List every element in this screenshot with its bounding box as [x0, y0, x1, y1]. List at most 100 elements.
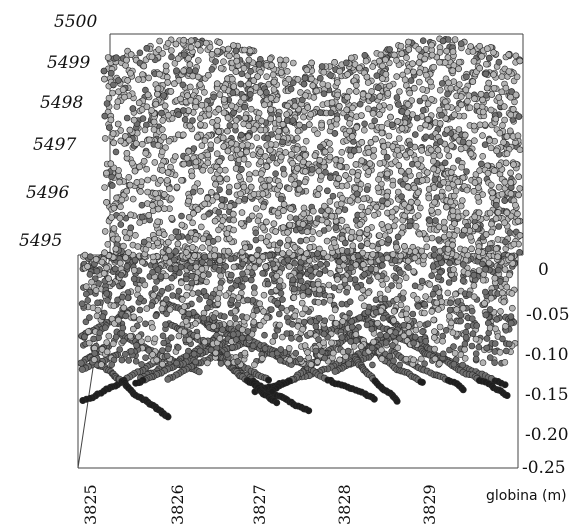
scatter-point [112, 148, 120, 156]
scatter-point [473, 322, 481, 329]
scatter-point [103, 290, 110, 297]
scatter-point [272, 170, 279, 177]
scatter-point [168, 47, 175, 54]
scatter-point [327, 269, 334, 277]
scatter-point [500, 103, 508, 110]
scatter-point [293, 134, 301, 142]
scatter-point [397, 42, 405, 50]
scatter-point [395, 282, 403, 290]
scatter-point [120, 304, 128, 312]
scatter-point [479, 260, 486, 268]
scatter-point [370, 338, 377, 346]
scatter-point [231, 307, 239, 315]
scatter-point [104, 297, 111, 304]
scatter-point [466, 104, 474, 111]
scatter-point [507, 319, 515, 327]
scatter-point [123, 114, 131, 122]
scatter-point [368, 344, 376, 352]
scatter-point [93, 312, 101, 320]
scatter-point [428, 234, 436, 242]
scatter-point [247, 105, 255, 113]
scatter-point [516, 249, 523, 256]
scatter-point [369, 361, 376, 369]
scatter-point [407, 77, 415, 84]
scatter-point [338, 334, 346, 341]
scatter-point [245, 161, 252, 168]
scatter-point [251, 361, 258, 369]
scatter-point [200, 213, 208, 221]
scatter-point [309, 228, 317, 235]
scatter-point [216, 335, 224, 342]
scatter-point [286, 263, 293, 270]
scatter-point [268, 388, 276, 396]
scatter-point [142, 149, 149, 157]
scatter-point [419, 37, 427, 45]
scatter-point [435, 254, 443, 262]
scatter-point [264, 376, 272, 384]
scatter-point [132, 357, 140, 365]
scatter-point [299, 292, 307, 300]
scatter-point [90, 335, 97, 343]
scatter-point [118, 356, 126, 364]
scatter-point [288, 151, 295, 158]
scatter-point [503, 133, 511, 140]
scatter-point [189, 290, 196, 297]
scatter-point [208, 66, 216, 73]
scatter-point [379, 62, 386, 70]
scatter-point [452, 187, 460, 195]
scatter-point [249, 151, 257, 159]
scatter-point [422, 337, 430, 345]
scatter-point [123, 262, 131, 270]
scatter-point [436, 152, 444, 159]
scatter-point [476, 121, 484, 129]
scatter-point [296, 272, 304, 280]
scatter-point [302, 137, 310, 145]
scatter-point [432, 217, 439, 224]
scatter-point [99, 313, 107, 321]
scatter-point [225, 188, 233, 196]
scatter-point [396, 361, 404, 369]
scatter-point [174, 344, 182, 351]
scatter-point [222, 292, 230, 299]
scatter-point [358, 203, 366, 211]
scatter-point [476, 167, 483, 174]
scatter-point [400, 321, 408, 329]
scatter-point [183, 249, 190, 256]
scatter-point [142, 354, 149, 362]
scatter-point [108, 361, 115, 369]
scatter-point [206, 259, 214, 267]
scatter-point [453, 306, 460, 313]
scatter-point [239, 270, 246, 278]
scatter-point [217, 360, 225, 367]
scatter-point [347, 264, 355, 272]
scatter-point [132, 232, 139, 239]
scatter-point [181, 116, 189, 123]
scatter-point [416, 125, 424, 132]
scatter-point [411, 254, 419, 262]
scatter-point [102, 324, 109, 332]
scatter-point [251, 284, 258, 291]
scatter-point [492, 325, 499, 333]
scatter-point [496, 348, 504, 356]
scatter-point [238, 70, 246, 78]
scatter-point [482, 311, 490, 319]
scatter-point [416, 69, 424, 76]
scatter-point [118, 271, 125, 279]
scatter-point [290, 294, 298, 301]
scatter-point [326, 140, 333, 147]
scatter-point [198, 265, 206, 273]
scatter-point [307, 266, 314, 274]
scatter-point [439, 337, 446, 345]
scatter-point [297, 248, 305, 255]
scatter-point [479, 132, 486, 139]
scatter-point [139, 258, 146, 266]
scatter-point [234, 358, 241, 365]
scatter-point [194, 41, 201, 48]
scatter-point [232, 314, 239, 322]
scatter-point [390, 307, 398, 315]
scatter-point [399, 295, 407, 302]
scatter-point [429, 263, 437, 270]
scatter-point [137, 188, 144, 195]
scatter-point [130, 325, 137, 333]
scatter-point [83, 290, 90, 298]
